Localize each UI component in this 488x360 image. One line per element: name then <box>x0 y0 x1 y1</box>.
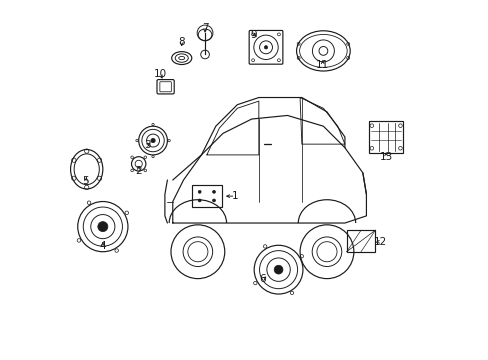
Circle shape <box>198 199 201 202</box>
Text: 12: 12 <box>373 237 386 247</box>
Circle shape <box>318 46 327 55</box>
Text: 4: 4 <box>100 241 106 251</box>
Circle shape <box>264 46 267 49</box>
Text: 8: 8 <box>178 37 184 47</box>
Circle shape <box>212 199 215 202</box>
Circle shape <box>98 222 108 231</box>
Circle shape <box>274 265 283 274</box>
Bar <box>346 230 375 252</box>
Text: 11: 11 <box>315 60 328 70</box>
Text: 9: 9 <box>250 30 257 40</box>
Text: 10: 10 <box>153 69 166 79</box>
Text: 7: 7 <box>202 23 208 33</box>
Circle shape <box>212 190 215 193</box>
Text: 13: 13 <box>379 152 392 162</box>
Text: 2: 2 <box>135 166 142 176</box>
Text: 1: 1 <box>232 191 238 201</box>
Text: 6: 6 <box>259 274 265 284</box>
Circle shape <box>198 190 201 193</box>
Bar <box>191 185 222 207</box>
Text: 5: 5 <box>82 176 89 186</box>
Text: 3: 3 <box>144 140 151 150</box>
Circle shape <box>151 138 155 143</box>
Bar <box>368 121 403 153</box>
